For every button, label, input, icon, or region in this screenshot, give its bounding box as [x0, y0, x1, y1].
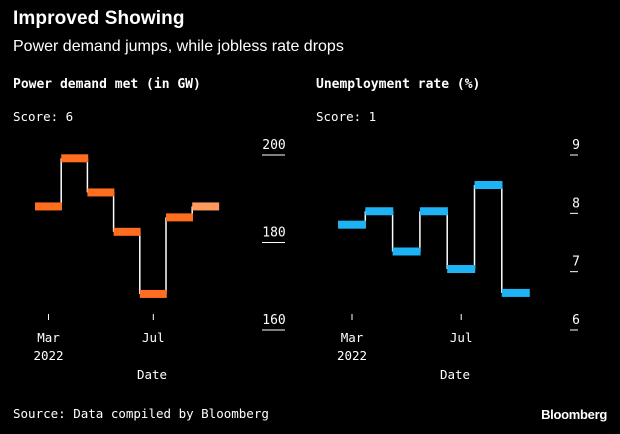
- power-x-tick-label: Mar: [37, 330, 60, 345]
- unemployment-chart: 6 7 8 9 Mar 2022 Jul Date: [337, 138, 580, 382]
- power-x-axis-title: Date: [137, 367, 167, 382]
- unemployment-bar-mar: [338, 220, 366, 229]
- unemployment-bar-apr: [365, 207, 394, 216]
- power-demand-chart: 160 180 200 Mar 2022 Jul Date: [33, 138, 285, 382]
- unemployment-score: Score: 1: [316, 109, 377, 124]
- unemployment-bar-jul: [447, 265, 476, 273]
- power-y-tick-label: 160: [262, 313, 285, 328]
- power-bar-aug: [166, 213, 193, 222]
- unemployment-bar-aug: [474, 181, 503, 189]
- power-y-tick-label: 200: [262, 138, 285, 153]
- power-bar-apr: [61, 154, 89, 163]
- power-x-tick-sublabel: 2022: [33, 348, 63, 363]
- unemployment-chart-title: Unemployment rate (%): [316, 77, 481, 92]
- power-chart-title: Power demand met (in GW): [13, 77, 201, 92]
- unemployment-x-tick-sublabel: 2022: [337, 348, 367, 363]
- bloomberg-logo: Bloomberg: [541, 407, 607, 422]
- power-y-tick-label: 180: [262, 226, 285, 241]
- unemployment-y-tick-label: 7: [572, 255, 580, 270]
- unemployment-y-tick-label: 6: [572, 313, 580, 328]
- headline: Improved Showing: [13, 8, 185, 29]
- source-note: Source: Data compiled by Bloomberg: [13, 406, 269, 421]
- unemployment-x-axis-title: Date: [440, 367, 470, 382]
- power-x-tick-label: Jul: [142, 330, 165, 345]
- power-score: Score: 6: [13, 109, 74, 124]
- subheadline: Power demand jumps, while jobless rate d…: [13, 38, 344, 55]
- unemployment-bar-jun: [419, 207, 448, 216]
- unemployment-y-tick-label: 8: [572, 196, 580, 211]
- unemployment-x-tick-label: Jul: [450, 330, 473, 345]
- unemployment-bar-may: [392, 247, 421, 256]
- unemployment-y-tick-label: 9: [572, 138, 580, 153]
- unemployment-x-tick-label: Mar: [341, 330, 364, 345]
- power-bar-jul: [139, 289, 167, 298]
- power-bar-may: [87, 188, 115, 197]
- power-bar-jun: [113, 227, 141, 236]
- unemployment-bar-sep: [501, 288, 530, 297]
- power-bar-sep: [192, 202, 220, 211]
- power-bar-mar: [35, 202, 62, 211]
